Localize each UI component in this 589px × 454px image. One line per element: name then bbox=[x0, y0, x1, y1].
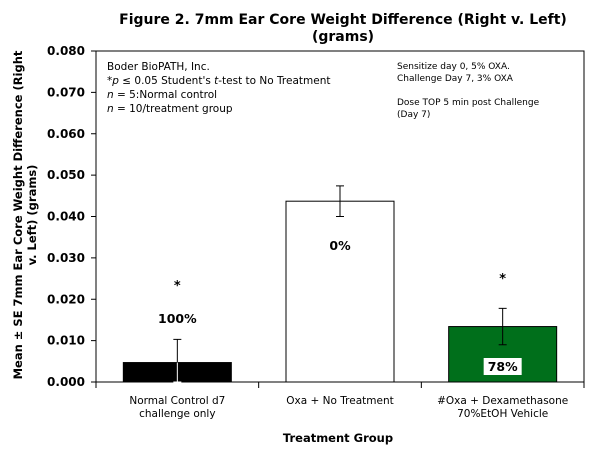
annotation-t-rest: -test to No Treatment bbox=[218, 75, 330, 87]
bars: 100% * 0% 78% * bbox=[122, 185, 558, 383]
annotation-n-treatment: n = 10/treatment group bbox=[107, 103, 233, 115]
chart-title-line2: (grams) bbox=[312, 29, 374, 45]
annotation-significance: *p ≤ 0.05 Student's t-test to No Treatme… bbox=[107, 75, 330, 87]
annotation-n-treatment-text: = 10/treatment group bbox=[114, 103, 233, 115]
y-tick-label: 0.070 bbox=[47, 85, 85, 99]
chart-title: Figure 2. 7mm Ear Core Weight Difference… bbox=[119, 12, 567, 45]
y-axis-title-line1: Mean ± SE 7mm Ear Core Weight Difference… bbox=[11, 50, 25, 379]
annotation-challenge: Challenge Day 7, 3% OXA bbox=[397, 74, 514, 84]
annotation-p-symbol: *p bbox=[107, 75, 119, 87]
annotation-day: (Day 7) bbox=[397, 110, 430, 120]
annotation-left: Boder BioPATH, Inc. *p ≤ 0.05 Student's … bbox=[107, 61, 330, 115]
annotation-n-control: n = 5:Normal control bbox=[107, 89, 217, 101]
annotation-n-control-text: = 5:Normal control bbox=[114, 89, 217, 101]
y-tick-label: 0.060 bbox=[47, 127, 85, 141]
percent-label: 78% bbox=[488, 359, 518, 374]
chart-title-line1: Figure 2. 7mm Ear Core Weight Difference… bbox=[119, 12, 567, 28]
y-tick-label: 0.010 bbox=[47, 334, 85, 348]
y-tick-label: 0.020 bbox=[47, 292, 85, 306]
significance-star: * bbox=[499, 272, 506, 287]
y-tick-label: 0.030 bbox=[47, 251, 85, 265]
annotation-n-symbol-2: n bbox=[107, 103, 114, 115]
annotation-dose: Dose TOP 5 min post Challenge bbox=[397, 98, 540, 108]
y-axis-title: Mean ± SE 7mm Ear Core Weight Difference… bbox=[11, 50, 39, 379]
x-category-label: #Oxa + Dexamethasone bbox=[437, 395, 568, 407]
y-tick-label: 0.050 bbox=[47, 168, 85, 182]
annotation-t-symbol: t bbox=[214, 75, 219, 87]
y-axis-title-line2: v. Left) (grams) bbox=[25, 165, 39, 266]
x-category-label: Normal Control d7 bbox=[129, 395, 225, 407]
y-tick-label: 0.040 bbox=[47, 210, 85, 224]
x-category-label-line2: challenge only bbox=[139, 408, 215, 420]
percent-label: 0% bbox=[329, 238, 351, 253]
x-category-label: Oxa + No Treatment bbox=[286, 395, 393, 407]
bar bbox=[285, 200, 395, 383]
significance-star: * bbox=[174, 279, 181, 294]
percent-label: 100% bbox=[158, 311, 197, 326]
annotation-n-symbol: n bbox=[107, 89, 114, 101]
y-axis-ticks: 0.000 0.010 0.020 0.030 0.040 0.050 0.060 0.070… bbox=[47, 44, 96, 389]
percent-label-background bbox=[483, 358, 522, 375]
x-axis-title: Treatment Group bbox=[283, 431, 393, 445]
annotation-sensitize: Sensitize day 0, 5% OXA. bbox=[397, 62, 510, 72]
annotation-p-rest: ≤ 0.05 Student's bbox=[119, 75, 214, 87]
y-tick-label: 0.000 bbox=[47, 375, 85, 389]
y-tick-label: 0.080 bbox=[47, 44, 85, 58]
x-category-label-line2: 70%EtOH Vehicle bbox=[457, 408, 548, 420]
annotation-right: Sensitize day 0, 5% OXA. Challenge Day 7… bbox=[397, 62, 540, 120]
annotation-company: Boder BioPATH, Inc. bbox=[107, 61, 210, 73]
